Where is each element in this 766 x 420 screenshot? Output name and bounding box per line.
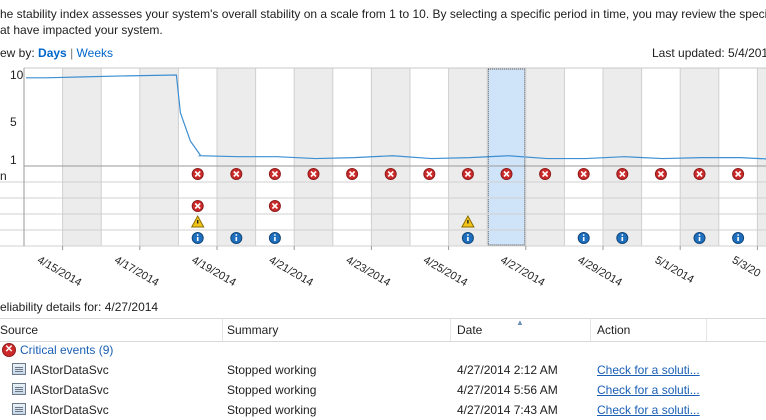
error-icon: ✕ [2, 343, 16, 357]
information-icon-dot [582, 234, 585, 236]
day-column-shade [139, 68, 179, 246]
x-tick-label: 4/27/2014 [498, 254, 546, 289]
day-column-shade [757, 68, 766, 246]
col-divider[interactable] [706, 319, 707, 341]
row-date: 4/27/2014 5:56 AM [457, 383, 558, 397]
error-icon-cross [503, 170, 510, 178]
view-weeks-link[interactable]: Weeks [76, 46, 113, 60]
error-icon-cross [426, 170, 433, 178]
y-tick-label: 5 [10, 115, 17, 129]
col-divider[interactable] [590, 319, 591, 341]
x-tick-label: 5/3/20 [730, 254, 762, 280]
information-icon-dot [698, 234, 701, 236]
sort-ascending-icon: ▲ [516, 318, 524, 327]
details-table-header: Source Summary Date Action [0, 318, 766, 342]
error-icon-cross [194, 170, 201, 178]
row-source: IAStorDataSvc [30, 363, 109, 377]
x-tick-label: 4/19/2014 [190, 254, 238, 289]
check-solution-link[interactable]: Check for a soluti... [597, 383, 700, 397]
error-icon-cross [387, 170, 394, 178]
stability-index-line [26, 74, 766, 160]
col-divider[interactable] [222, 319, 223, 341]
view-by-label: ew by: [0, 46, 35, 60]
information-icon-dot [235, 234, 238, 236]
view-days-link[interactable]: Days [38, 46, 67, 60]
information-icon-dot [467, 234, 469, 236]
x-tick-label: 4/17/2014 [112, 254, 160, 289]
error-icon-cross [233, 170, 240, 178]
row-date: 4/27/2014 7:43 AM [457, 403, 558, 417]
error-icon-cross [271, 202, 278, 210]
error-icon-cross [735, 170, 742, 178]
row-source: IAStorDataSvc [30, 403, 109, 417]
col-divider[interactable] [450, 319, 451, 341]
error-icon-cross [619, 170, 626, 178]
description-line-2: at have impacted your system. [0, 23, 163, 37]
error-icon-cross [580, 170, 587, 178]
error-icon-cross [194, 202, 201, 210]
error-icon-cross [464, 170, 471, 178]
reliability-chart[interactable]: 10 5 1n 4/15/2014 4/17/2014 4/19/2014 4/21/201… [0, 64, 766, 296]
x-tick-label: 4/21/2014 [267, 254, 315, 289]
description-line-1: he stability index assesses your system'… [0, 7, 766, 21]
error-icon-cross [696, 170, 703, 178]
day-column-shade [62, 68, 102, 246]
critical-events-label[interactable]: Critical events (9) [20, 343, 114, 357]
view-separator: | [70, 46, 74, 60]
error-icon-cross [310, 170, 317, 178]
error-icon-cross [657, 170, 664, 178]
row-summary: Stopped working [227, 403, 317, 417]
y-tick-label: 10 [10, 68, 24, 82]
information-icon-dot [621, 234, 624, 236]
application-icon [12, 383, 26, 395]
stability-description: he stability index assesses your system'… [0, 6, 766, 38]
x-tick-label: 5/1/2014 [653, 254, 696, 286]
row-summary: Stopped working [227, 363, 317, 377]
last-updated: Last updated: 5/4/201 [652, 46, 766, 60]
application-icon [12, 363, 26, 375]
table-row[interactable]: IAStorDataSvc Stopped working 4/27/2014 … [0, 380, 766, 400]
col-action[interactable]: Action [597, 323, 631, 337]
day-column-shade [680, 68, 719, 246]
row-summary: Stopped working [227, 383, 317, 397]
information-icon-dot [274, 234, 276, 236]
col-summary[interactable]: Summary [227, 323, 279, 337]
y-tick-label: 1 [10, 153, 17, 167]
table-row[interactable]: IAStorDataSvc Stopped working 4/27/2014 … [0, 400, 766, 420]
col-date[interactable]: Date [457, 323, 483, 337]
col-source[interactable]: Source [0, 323, 39, 337]
error-icon-cross [542, 170, 549, 178]
check-solution-link[interactable]: Check for a soluti... [597, 363, 700, 377]
row-date: 4/27/2014 2:12 AM [457, 363, 558, 377]
table-row[interactable]: IAStorDataSvc Stopped working 4/27/2014 … [0, 360, 766, 380]
information-icon-dot [737, 234, 739, 236]
day-column-shade [294, 68, 333, 246]
application-icon [12, 403, 26, 415]
x-tick-label: 4/29/2014 [576, 254, 624, 289]
x-tick-label: 4/23/2014 [344, 254, 392, 289]
x-tick-label: 4/25/2014 [421, 254, 469, 289]
event-row-label: n [0, 169, 7, 183]
row-source: IAStorDataSvc [30, 383, 109, 397]
error-icon-cross [271, 170, 278, 178]
view-by: ew by: Days | Weeks [0, 46, 113, 60]
x-tick-label: 4/15/2014 [35, 254, 83, 289]
critical-events-group[interactable]: ✕ Critical events (9) [0, 341, 766, 359]
information-icon-dot [196, 234, 199, 236]
error-icon-cross [349, 170, 356, 178]
check-solution-link[interactable]: Check for a soluti... [597, 403, 700, 417]
reliability-details-label: eliability details for: 4/27/2014 [0, 300, 159, 314]
